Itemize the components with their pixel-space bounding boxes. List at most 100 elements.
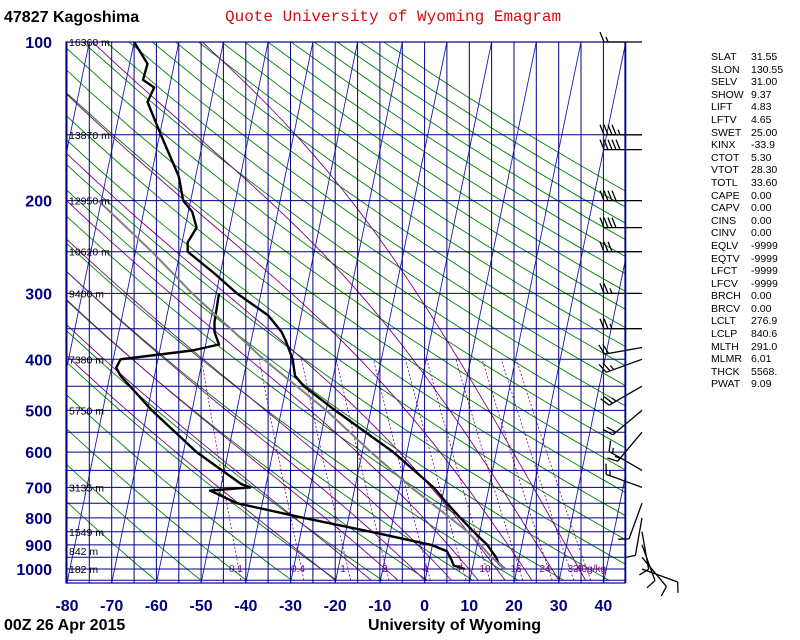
index-name: BRCV (711, 302, 741, 315)
dry-adiabat (66, 242, 519, 581)
index-row-selv: SELV 31.00 (711, 76, 783, 89)
wind-barb-flag (599, 217, 605, 228)
wind-barb-flag (606, 426, 617, 433)
index-name: CINS (711, 214, 737, 227)
wind-barb-flag (603, 396, 613, 404)
wind-barb-staff (608, 450, 643, 471)
dry-adiabat (66, 68, 625, 471)
pressure-tick-label: 200 (25, 194, 52, 211)
index-row-slat: SLAT 31.55 (711, 51, 783, 64)
index-name: LFCV (711, 277, 738, 290)
mixing-ratio-label: 0.4 (291, 564, 305, 575)
wind-barb-flag (646, 580, 656, 589)
wind-barb-flag (603, 139, 609, 150)
index-name: SELV (711, 76, 738, 89)
pressure-tick-label: 400 (25, 352, 52, 369)
wind-barb-flag (603, 190, 609, 201)
temperature-tick-label: -10 (368, 598, 391, 615)
wind-barb-flag (602, 343, 610, 354)
index-name: MLMR (711, 353, 742, 366)
moist-adiabat (66, 323, 372, 581)
height-label: 7380 m (69, 354, 104, 366)
wind-barb-flag (598, 363, 607, 373)
wind-barb-half-flag (611, 448, 614, 454)
index-name: KINX (711, 139, 736, 152)
mixing-ratio-line (516, 359, 592, 581)
dry-adiabat (66, 427, 247, 581)
dry-adiabat (128, 42, 625, 386)
index-row-slon: SLON 130.55 (711, 64, 783, 77)
dry-adiabat (66, 91, 625, 493)
index-name: EQLV (711, 239, 739, 252)
temperature-tick-label: 30 (550, 598, 568, 615)
wind-barb-staff (612, 409, 643, 436)
dry-adiabat (66, 114, 625, 516)
index-name: VTOT (711, 164, 739, 177)
skewed-isotherm (379, 42, 493, 583)
height-label: 5750 m (69, 405, 104, 417)
wind-barb-staff (634, 517, 643, 556)
moist-adiabat (66, 199, 479, 581)
wind-barb-flag (603, 429, 614, 436)
height-label: 3135 m (69, 482, 104, 494)
wind-barb-flag (607, 217, 613, 228)
wind-barb-staff (604, 346, 643, 355)
index-row-brch: BRCH 0.00 (711, 290, 783, 303)
index-value: 4.65 (751, 113, 772, 126)
station-label: 47827 Kagoshima (4, 9, 140, 26)
skewed-isotherm (602, 476, 625, 583)
dry-adiabat (66, 360, 338, 581)
wind-barb-flag (611, 190, 617, 201)
index-row-cinv: CINV 0.00 (711, 227, 783, 240)
wind-barb-flag (599, 283, 605, 294)
wind-barb-flag (599, 190, 605, 201)
index-row-thck: THCK 5568. (711, 366, 783, 379)
wind-barb (641, 556, 667, 597)
wind-barb (639, 531, 650, 576)
index-name: SWET (711, 126, 742, 139)
wind-barb-flag (607, 457, 618, 462)
chart-title: Quote University of Wyoming Emagram (225, 8, 562, 26)
skewed-isotherm (66, 42, 90, 158)
plot-frame (65, 41, 626, 584)
index-name: MLTH (711, 340, 739, 353)
wind-barb-half-flag (609, 323, 613, 329)
wind-barb-flag (599, 31, 605, 43)
wind-barb-flag (639, 568, 649, 576)
index-row-lfct: LFCT -9999 (711, 265, 783, 278)
pressure-tick-label: 300 (25, 286, 52, 303)
index-name: LCLP (711, 328, 738, 341)
skewed-isotherm (424, 42, 537, 583)
parcel-path-line (97, 199, 506, 570)
wind-barb-flag (615, 139, 621, 150)
index-row-mlth: MLTH 291.0 (711, 341, 783, 354)
index-name: LCLT (711, 315, 736, 328)
wind-barb-staff (608, 385, 643, 406)
wind-barb-flag (603, 217, 609, 228)
index-name: CAPV (711, 202, 740, 215)
index-row-show: SHOW 9.37 (711, 89, 783, 102)
wind-barb-flag (607, 241, 613, 252)
height-label: 10620 m (69, 247, 110, 259)
dry-adiabat (175, 42, 625, 347)
wind-barb (624, 517, 643, 559)
index-value: 33.60 (751, 176, 778, 189)
index-row-pwat: PWAT 9.09 (711, 378, 783, 391)
dry-adiabat (267, 42, 625, 274)
pressure-tick-label: 1000 (16, 562, 52, 579)
dry-adiabat (244, 42, 625, 292)
wind-barb-flag (603, 124, 609, 136)
pressure-tick-label: 700 (25, 480, 52, 497)
mixing-ratio-line (500, 359, 575, 581)
pressure-tick-label: 900 (25, 538, 52, 555)
height-label: 16360 m (69, 37, 110, 49)
observation-date: 00Z 26 Apr 2015 (4, 617, 126, 634)
wind-barb-flag (611, 217, 617, 228)
index-row-lift: LIFT 4.83 (711, 101, 783, 114)
index-row-vtot: VTOT 28.30 (711, 164, 783, 177)
dewpoint-profile-line (115, 293, 466, 571)
index-value: 5568. (751, 365, 778, 378)
wind-barb-flag (607, 124, 613, 136)
wind-barb (599, 283, 642, 295)
height-label: 182 m (69, 564, 98, 576)
